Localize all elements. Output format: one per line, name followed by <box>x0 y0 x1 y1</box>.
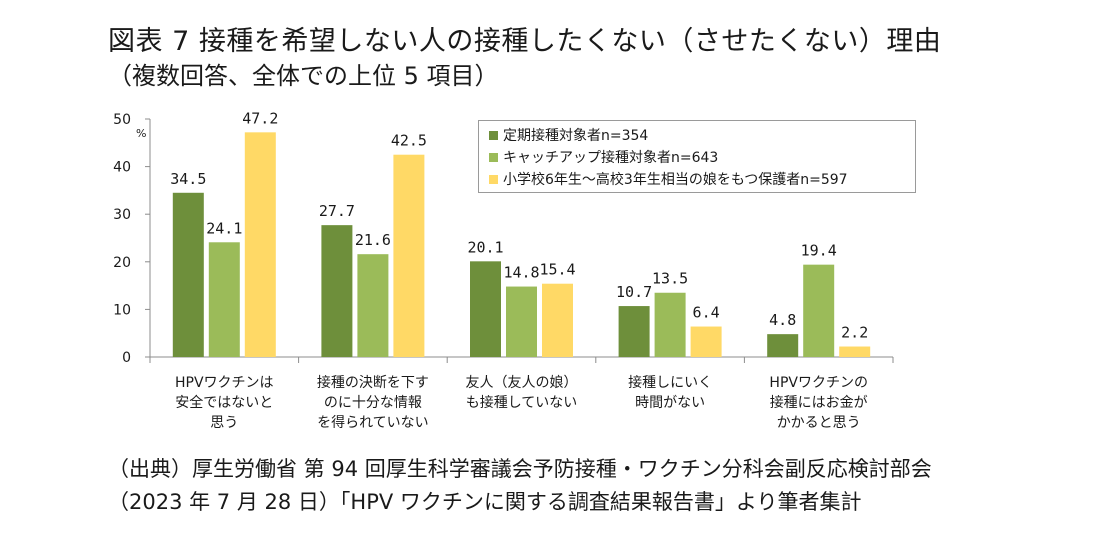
y-tick-label: 30 <box>113 207 131 223</box>
data-label-series-1-cat-1: 34.5 <box>170 170 206 188</box>
legend-item-series-2: キャッチアップ接種対象者n=643 <box>489 146 915 168</box>
x-category-label: も接種していない <box>466 394 578 411</box>
data-label-series-2-cat-2: 21.6 <box>355 231 391 249</box>
legend-item-series-3: 小学校6年生～高校3年生相当の娘をもつ保護者n=597 <box>489 168 915 190</box>
x-category-label: 接種にはお金が <box>770 394 868 411</box>
chart-legend: 定期接種対象者n=354 キャッチアップ接種対象者n=643 小学校6年生～高校… <box>478 120 916 193</box>
y-tick-label: 40 <box>113 160 131 176</box>
legend-swatch-series-1 <box>489 130 498 140</box>
x-category-label: 接種しにいく <box>628 374 712 391</box>
data-label-series-2-cat-1: 24.1 <box>206 219 242 237</box>
bar-series-1-cat-5 <box>767 334 799 357</box>
data-label-series-2-cat-4: 13.5 <box>652 270 688 288</box>
x-category-label: を得られていない <box>317 414 429 431</box>
source-line-1: （出典）厚生労働省 第 94 回厚生科学審議会予防接種・ワクチン分科会副反応検討… <box>108 457 932 481</box>
bar-series-1-cat-3 <box>470 261 501 357</box>
bar-series-1-cat-1 <box>172 192 204 357</box>
x-category-label: HPVワクチンの <box>769 375 868 391</box>
data-label-series-2-cat-5: 19.4 <box>801 242 837 260</box>
x-category-label: のに十分な情報 <box>324 395 422 411</box>
data-label-series-1-cat-3: 20.1 <box>467 238 503 256</box>
data-label-series-2-cat-3: 14.8 <box>503 264 539 282</box>
x-category-label: かかると思う <box>777 415 861 431</box>
data-label-series-3-cat-4: 6.4 <box>693 304 720 322</box>
legend-label-series-1: 定期接種対象者n=354 <box>503 128 649 144</box>
x-category-label: 接種の決断を下す <box>317 374 429 391</box>
bar-series-3-cat-3 <box>542 283 573 357</box>
x-category-label: 思う <box>210 415 238 431</box>
chart-title: 図表 7 接種を希望しない人の接種したくない（させたくない）理由 <box>108 26 942 57</box>
y-tick-label: 0 <box>122 350 131 366</box>
x-category-label: 時間がない <box>635 395 705 411</box>
bar-series-3-cat-2 <box>393 154 425 357</box>
legend-label-series-2: キャッチアップ接種対象者n=643 <box>503 150 719 166</box>
y-tick-label: 50 <box>113 112 131 128</box>
y-tick-label: 20 <box>113 255 131 271</box>
y-axis-unit-label: % <box>136 127 146 140</box>
bar-series-1-cat-4 <box>618 306 650 357</box>
bar-series-2-cat-5 <box>803 264 835 357</box>
y-tick-label: 10 <box>113 302 131 318</box>
data-label-series-3-cat-1: 47.2 <box>242 109 278 127</box>
data-label-series-3-cat-2: 42.5 <box>391 132 427 150</box>
data-label-series-1-cat-2: 27.7 <box>319 202 355 220</box>
source-line-2: （2023 年 7 月 28 日）「HPV ワクチンに関する調査結果報告書」より… <box>108 490 862 514</box>
x-category-label: 安全ではないと <box>175 394 273 411</box>
bar-series-3-cat-5 <box>839 346 871 357</box>
bar-series-2-cat-2 <box>357 254 389 357</box>
bar-series-2-cat-3 <box>506 286 537 357</box>
bar-series-3-cat-4 <box>690 326 722 357</box>
chart-subtitle: （複数回答、全体での上位 5 項目） <box>108 62 499 90</box>
legend-item-series-1: 定期接種対象者n=354 <box>489 124 915 146</box>
legend-label-series-3: 小学校6年生～高校3年生相当の娘をもつ保護者n=597 <box>503 172 848 188</box>
x-category-label: HPVワクチンは <box>175 375 274 391</box>
bar-series-3-cat-1 <box>244 132 276 357</box>
data-label-series-3-cat-3: 15.4 <box>539 261 575 279</box>
data-label-series-1-cat-4: 10.7 <box>616 283 652 301</box>
data-label-series-1-cat-5: 4.8 <box>769 311 796 329</box>
legend-swatch-series-2 <box>489 152 498 162</box>
legend-swatch-series-3 <box>489 174 498 184</box>
data-label-series-3-cat-5: 2.2 <box>841 324 868 342</box>
x-category-label: 友人（友人の娘） <box>466 375 578 391</box>
bar-series-1-cat-2 <box>321 225 353 357</box>
bar-series-2-cat-4 <box>654 292 686 357</box>
bar-series-2-cat-1 <box>208 242 240 357</box>
